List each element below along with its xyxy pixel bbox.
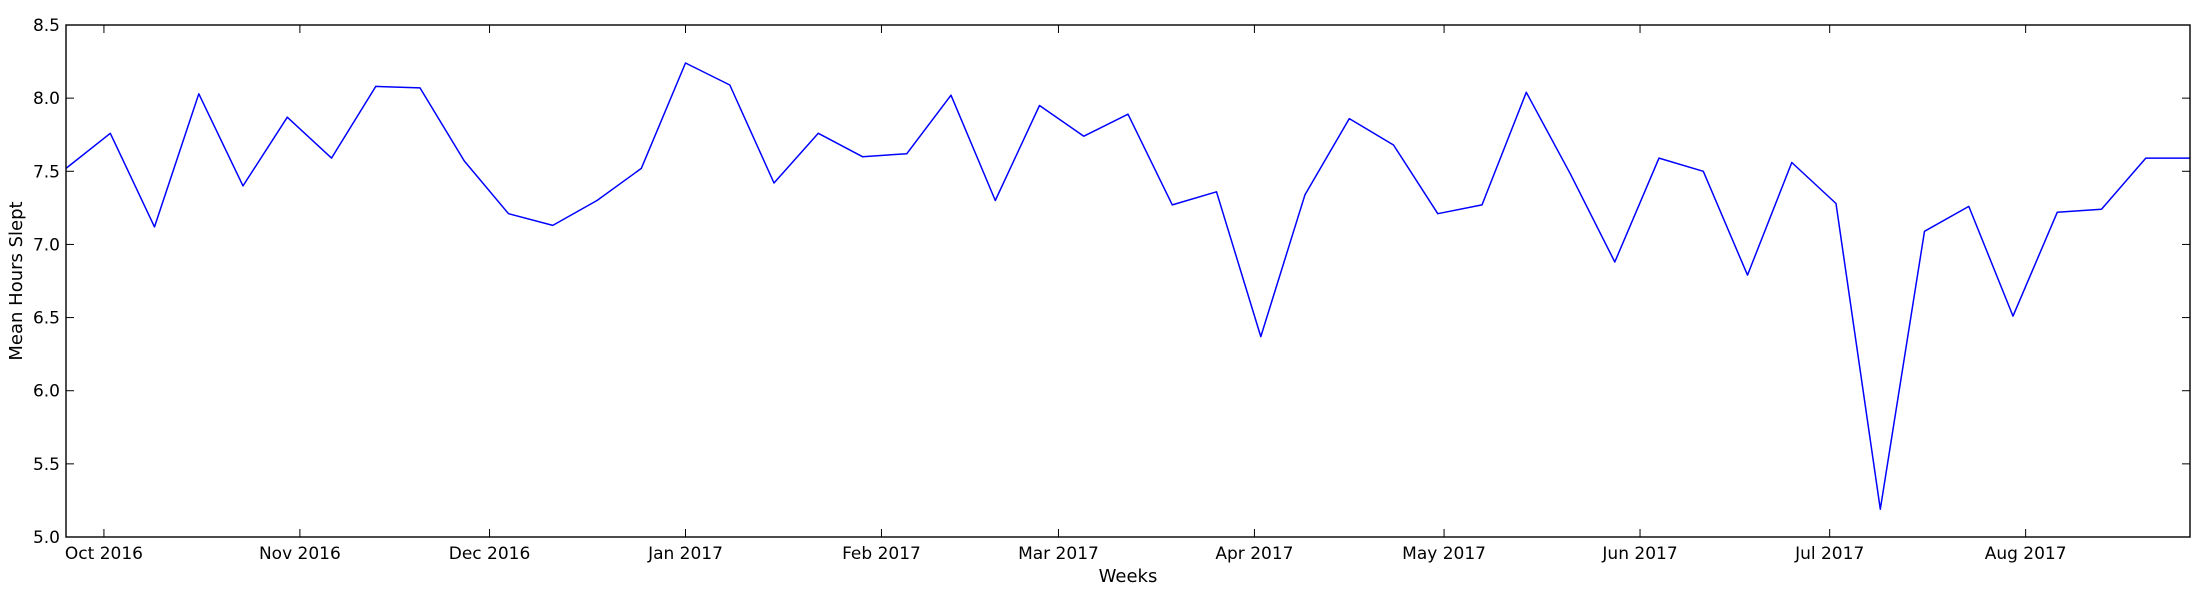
x-tick-label: May 2017 — [1402, 544, 1486, 564]
x-tick-label: Jul 2017 — [1794, 544, 1864, 564]
series-layer — [65, 62, 2190, 510]
x-tick-label: Nov 2016 — [259, 544, 341, 564]
series-line-0 — [65, 62, 2190, 510]
x-tick-label: Oct 2016 — [65, 544, 143, 564]
plot-frame — [65, 24, 2191, 538]
x-axis-title: Weeks — [1099, 566, 1158, 587]
y-tick-label: 8.0 — [33, 89, 60, 109]
y-axis-title: Mean Hours Slept — [6, 201, 27, 360]
x-tick-label: Jun 2017 — [1601, 544, 1677, 564]
x-tick-label: Dec 2016 — [449, 544, 531, 564]
x-tick-label: Jan 2017 — [647, 544, 723, 564]
x-tick-label: Aug 2017 — [1985, 544, 2067, 564]
y-tick-label: 6.5 — [33, 309, 60, 329]
y-tick-label: 8.5 — [33, 16, 60, 36]
y-tick-label: 5.5 — [33, 455, 60, 475]
y-tick-label: 6.0 — [33, 382, 60, 402]
x-tick-label: Apr 2017 — [1215, 544, 1293, 564]
x-axis-ticks: Oct 2016 Nov 2016 Dec 2016 Jan 2017 Feb 2017… — [65, 25, 2067, 564]
y-axis-ticks: 5.0 5.5 6.0 6.5 7.0 7.5 8.0 8.5 — [33, 16, 2190, 548]
y-tick-label: 7.5 — [33, 162, 60, 182]
x-tick-label: Feb 2017 — [842, 544, 921, 564]
x-tick-label: Mar 2017 — [1018, 544, 1099, 564]
y-tick-label: 7.0 — [33, 235, 60, 255]
y-tick-label: 5.0 — [33, 528, 60, 548]
